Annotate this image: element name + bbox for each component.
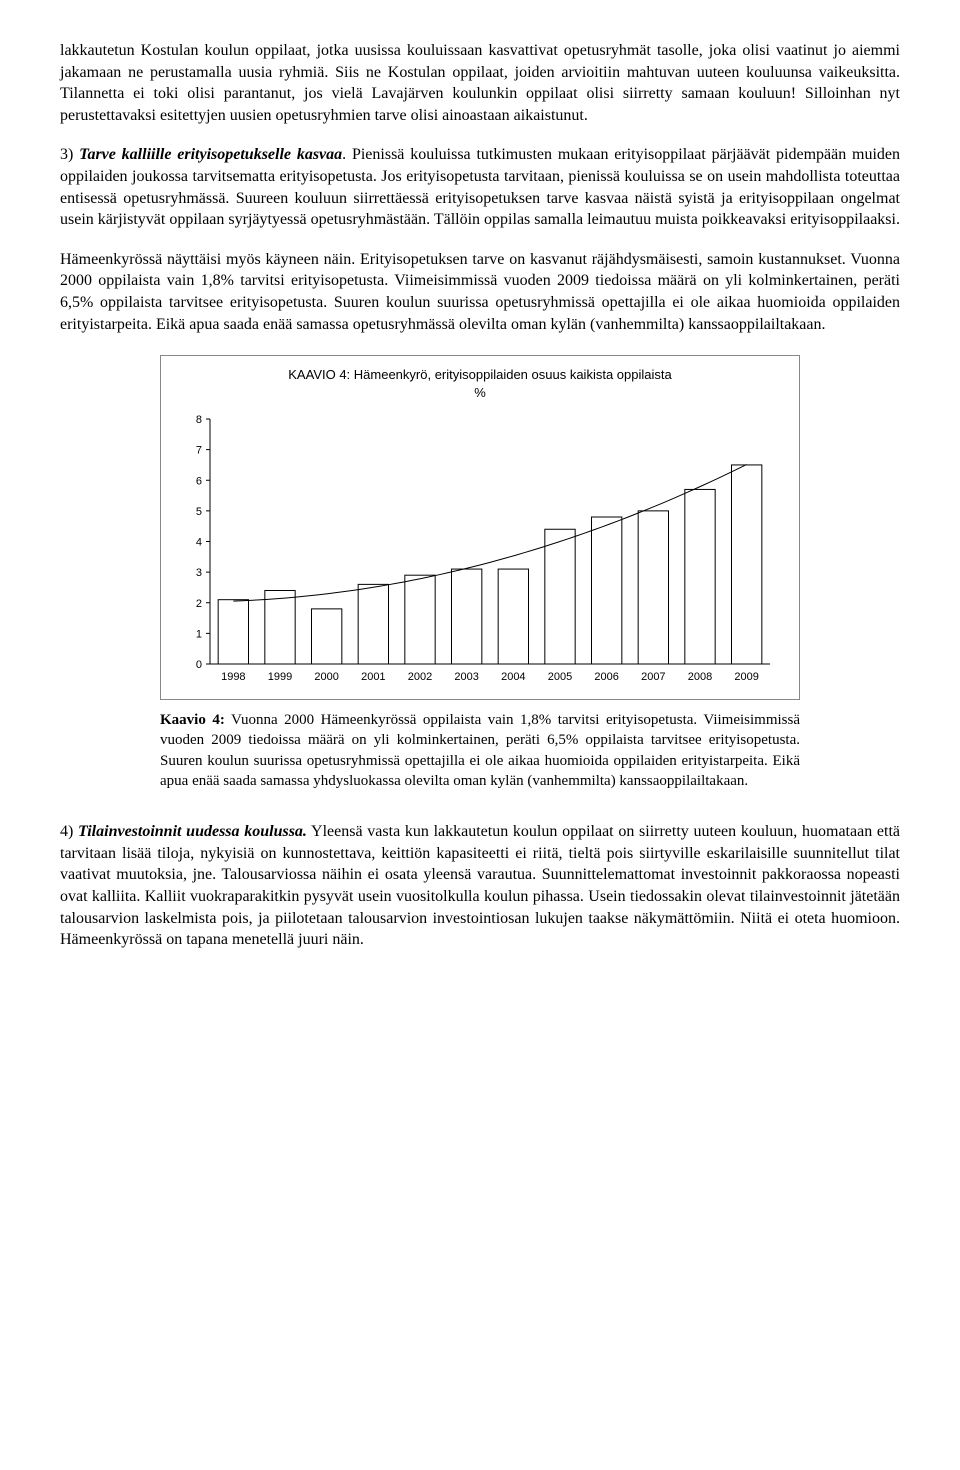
para4-rest: Yleensä vasta kun lakkautetun koulun opp… <box>60 823 900 948</box>
svg-text:6: 6 <box>196 475 202 487</box>
paragraph-3: Hämeenkyrössä näyttäisi myös käyneen näi… <box>60 249 900 335</box>
svg-text:8: 8 <box>196 414 202 426</box>
svg-text:4: 4 <box>196 537 202 549</box>
para4-lead: 4) <box>60 823 78 840</box>
para2-lead: 3) <box>60 146 79 163</box>
caption-lead: Kaavio 4: <box>160 712 225 728</box>
svg-text:1: 1 <box>196 629 202 641</box>
svg-text:3: 3 <box>196 567 202 579</box>
svg-text:2004: 2004 <box>501 671 525 683</box>
paragraph-2: 3) Tarve kalliille erityisopetukselle ka… <box>60 144 900 230</box>
chart-caption: Kaavio 4: Vuonna 2000 Hämeenkyrössä oppi… <box>160 710 800 791</box>
paragraph-1: lakkautetun Kostulan koulun oppilaat, jo… <box>60 40 900 126</box>
svg-text:2003: 2003 <box>454 671 478 683</box>
svg-text:7: 7 <box>196 445 202 457</box>
svg-text:2006: 2006 <box>594 671 618 683</box>
svg-text:1998: 1998 <box>221 671 245 683</box>
svg-text:1999: 1999 <box>268 671 292 683</box>
svg-text:2002: 2002 <box>408 671 432 683</box>
svg-text:2005: 2005 <box>548 671 572 683</box>
svg-text:5: 5 <box>196 506 202 518</box>
svg-text:2007: 2007 <box>641 671 665 683</box>
caption-rest: Vuonna 2000 Hämeenkyrössä oppilaista vai… <box>160 712 800 789</box>
chart-title-line2: % <box>474 385 486 400</box>
chart-title-line1: KAAVIO 4: Hämeenkyrö, erityisoppilaiden … <box>288 367 671 382</box>
chart-svg: 0 1 2 3 4 5 6 7 8 1998 1999 2000 2001 2002 2003 2004 200… <box>180 409 780 689</box>
chart-4-container: KAAVIO 4: Hämeenkyrö, erityisoppilaiden … <box>160 355 800 700</box>
para2-em: Tarve kalliille erityisopetukselle kasva… <box>79 146 342 163</box>
svg-text:2001: 2001 <box>361 671 385 683</box>
svg-text:2: 2 <box>196 598 202 610</box>
para4-em: Tilainvestoinnit uudessa koulussa. <box>78 823 307 840</box>
paragraph-4: 4) Tilainvestoinnit uudessa koulussa. Yl… <box>60 821 900 951</box>
svg-text:0: 0 <box>196 659 202 671</box>
svg-text:2009: 2009 <box>734 671 758 683</box>
svg-text:2000: 2000 <box>314 671 338 683</box>
svg-text:2008: 2008 <box>688 671 712 683</box>
chart-title: KAAVIO 4: Hämeenkyrö, erityisoppilaiden … <box>176 366 784 401</box>
